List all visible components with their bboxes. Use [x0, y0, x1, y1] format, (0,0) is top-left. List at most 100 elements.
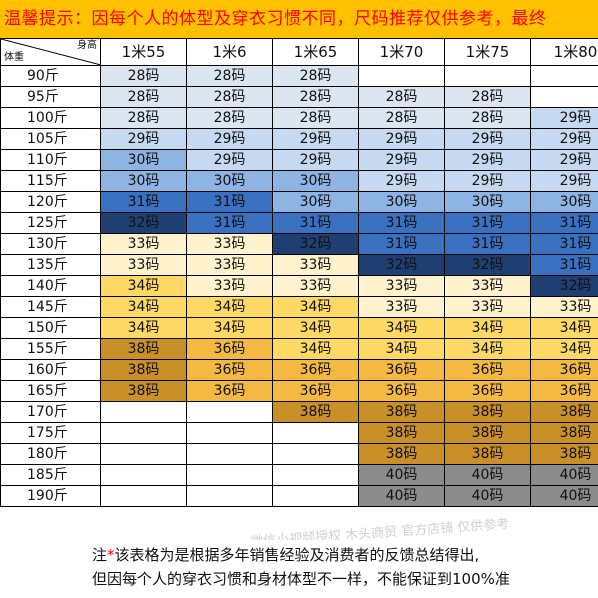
size-cell: 36码 [186, 359, 273, 381]
size-cell: 29码 [358, 128, 445, 150]
size-cell: 32码 [530, 275, 598, 297]
size-cell [100, 443, 187, 465]
size-cell: 33码 [186, 254, 273, 276]
size-cell: 31码 [358, 212, 445, 234]
size-cell: 29码 [444, 170, 531, 192]
footnote-prefix: 注 [92, 546, 108, 564]
weight-cell: 175斤 [0, 422, 101, 444]
weight-axis-label: 体重 [4, 52, 24, 63]
size-cell: 30码 [272, 170, 359, 192]
size-cell [186, 464, 273, 486]
size-cell: 31码 [100, 191, 187, 213]
size-cell: 36码 [530, 359, 598, 381]
table-row: 100斤 28码 28码 28码 28码 28码 29码 [0, 107, 598, 129]
size-cell: 38码 [100, 359, 187, 381]
size-cell: 29码 [530, 128, 598, 150]
size-cell: 29码 [530, 170, 598, 192]
size-cell: 30码 [444, 191, 531, 213]
size-cell: 34码 [186, 317, 273, 339]
weight-cell: 150斤 [0, 317, 101, 339]
weight-cell: 190斤 [0, 485, 101, 507]
weight-cell: 135斤 [0, 254, 101, 276]
height-column-header: 1米6 [186, 38, 273, 66]
size-cell: 34码 [272, 317, 359, 339]
weight-cell: 105斤 [0, 128, 101, 150]
weight-cell: 100斤 [0, 107, 101, 129]
weight-cell: 125斤 [0, 212, 101, 234]
table-row: 110斤 30码 29码 29码 29码 29码 29码 [0, 149, 598, 171]
size-cell [530, 65, 598, 87]
weight-cell: 155斤 [0, 338, 101, 360]
size-cell [272, 443, 359, 465]
size-cell: 31码 [530, 254, 598, 276]
size-cell: 29码 [530, 107, 598, 129]
size-cell: 36码 [444, 359, 531, 381]
diagonal-divider [1, 39, 100, 65]
height-column-header: 1米65 [272, 38, 359, 66]
size-cell: 33码 [530, 296, 598, 318]
size-cell [100, 401, 187, 423]
size-cell [100, 464, 187, 486]
table-row: 135斤 33码 33码 33码 32码 32码 31码 [0, 254, 598, 276]
size-cell: 29码 [272, 128, 359, 150]
table-row: 125斤 32码 31码 31码 31码 31码 31码 [0, 212, 598, 234]
size-cell: 29码 [444, 128, 531, 150]
weight-cell: 110斤 [0, 149, 101, 171]
height-column-header: 1米55 [100, 38, 187, 66]
footnote: 注*该表格为是根据多年销售经验及消费者的反馈总结得出, 但因每个人的穿衣习惯和身… [0, 540, 598, 598]
size-cell: 30码 [530, 191, 598, 213]
weight-cell: 180斤 [0, 443, 101, 465]
size-cell [358, 65, 445, 87]
height-column-header: 1米70 [358, 38, 445, 66]
size-cell: 34码 [272, 296, 359, 318]
size-cell: 36码 [186, 380, 273, 402]
size-cell: 30码 [186, 170, 273, 192]
size-cell: 30码 [100, 149, 187, 171]
size-cell: 33码 [186, 275, 273, 297]
size-cell: 40码 [530, 464, 598, 486]
size-cell: 36码 [272, 380, 359, 402]
size-cell: 31码 [358, 233, 445, 255]
height-axis-label: 身高 [77, 40, 97, 51]
size-cell: 36码 [444, 380, 531, 402]
size-cell: 33码 [358, 296, 445, 318]
footnote-text-1: 该表格为是根据多年销售经验及消费者的反馈总结得出, [114, 546, 480, 564]
weight-cell: 130斤 [0, 233, 101, 255]
table-row: 140斤 34码 33码 33码 33码 33码 32码 [0, 275, 598, 297]
size-cell [100, 422, 187, 444]
size-cell [272, 422, 359, 444]
size-cell: 30码 [272, 191, 359, 213]
table-row: 160斤 38码 36码 36码 36码 36码 36码 [0, 359, 598, 381]
size-cell: 36码 [530, 380, 598, 402]
size-cell: 29码 [186, 128, 273, 150]
table-row: 165斤 38码 36码 36码 36码 36码 36码 [0, 380, 598, 402]
size-cell: 31码 [444, 212, 531, 234]
size-cell: 40码 [530, 485, 598, 507]
table-row: 180斤 38码 38码 38码 [0, 443, 598, 465]
size-cell [186, 443, 273, 465]
weight-cell: 95斤 [0, 86, 101, 108]
size-cell: 33码 [444, 296, 531, 318]
size-cell: 33码 [100, 254, 187, 276]
table-row: 95斤 28码 28码 28码 28码 28码 [0, 86, 598, 108]
weight-cell: 115斤 [0, 170, 101, 192]
size-cell: 33码 [358, 275, 445, 297]
size-cell: 40码 [358, 485, 445, 507]
size-cell: 34码 [272, 338, 359, 360]
size-cell: 40码 [444, 464, 531, 486]
size-cell: 33码 [272, 275, 359, 297]
size-cell: 38码 [530, 401, 598, 423]
size-cell: 28码 [186, 65, 273, 87]
size-cell: 31码 [272, 212, 359, 234]
size-cell: 33码 [186, 233, 273, 255]
size-cell: 33码 [444, 275, 531, 297]
size-cell: 28码 [186, 86, 273, 108]
size-cell: 28码 [358, 107, 445, 129]
weight-cell: 90斤 [0, 65, 101, 87]
size-cell: 28码 [444, 107, 531, 129]
table-row: 115斤 30码 30码 30码 29码 29码 29码 [0, 170, 598, 192]
size-cell: 38码 [530, 422, 598, 444]
size-cell: 34码 [530, 338, 598, 360]
size-cell: 31码 [530, 233, 598, 255]
size-cell: 31码 [186, 191, 273, 213]
